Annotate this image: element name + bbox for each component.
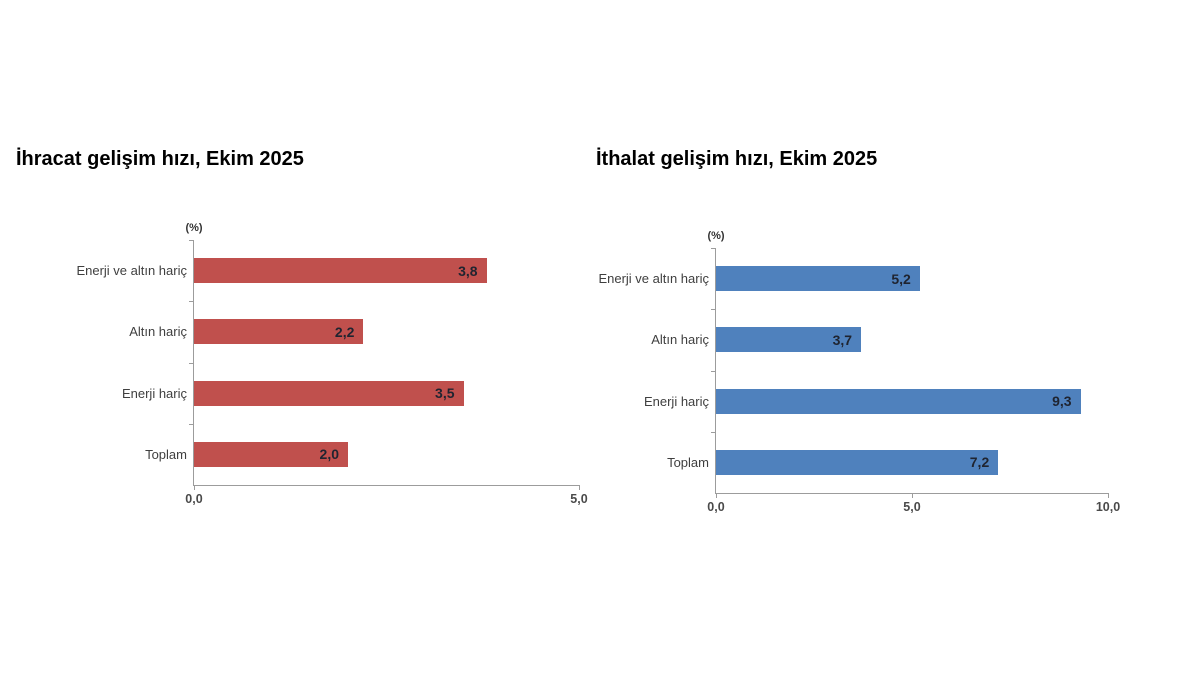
bar-row: Toplam 2,0: [145, 424, 579, 485]
bar-row: Enerji ve altın hariç 5,2: [598, 248, 1108, 309]
axis-tick-label: 10,0: [1095, 500, 1121, 514]
bar: 3,5: [194, 380, 464, 406]
bar-row: Enerji hariç 3,5: [122, 363, 579, 424]
category-label: Enerji hariç: [643, 393, 709, 409]
category-label: Enerji ve altın hariç: [76, 263, 187, 279]
chart-ithalat: İthalat gelişim hızı, Ekim 2025 (%) Ener…: [580, 0, 1200, 675]
unit-label: (%): [707, 230, 725, 242]
y-axis-tick: [189, 423, 194, 425]
y-axis-tick: [711, 248, 716, 249]
category-label: Altın hariç: [651, 332, 709, 348]
y-axis-tick: [189, 301, 194, 303]
bar-row: Enerji hariç 9,3: [644, 371, 1108, 432]
axis-tick-label: 5,0: [903, 500, 921, 514]
x-axis-tick: [716, 493, 717, 498]
value-label: 3,5: [435, 385, 455, 402]
bar: 9,3: [716, 388, 1081, 414]
value-label: 2,0: [319, 446, 339, 463]
y-axis-tick: [711, 431, 716, 433]
y-axis-tick: [711, 309, 716, 311]
bar: 3,8: [194, 258, 487, 284]
y-axis-tick: [711, 370, 716, 372]
chart-title: İhracat gelişim hızı, Ekim 2025: [16, 148, 304, 170]
chart-title: İthalat gelişim hızı, Ekim 2025: [596, 148, 878, 170]
bar-row: Enerji ve altın hariç 3,8: [76, 240, 579, 301]
value-label: 2,2: [334, 323, 355, 340]
unit-label: (%): [185, 222, 203, 234]
bar: 2,2: [194, 319, 364, 345]
axis-tick-label: 0,0: [185, 492, 203, 506]
bar-row: Altın hariç 2,2: [129, 301, 579, 362]
x-axis-tick: [194, 485, 195, 490]
bar-row: Altın hariç 3,7: [651, 309, 1108, 370]
bar: 3,7: [716, 327, 862, 353]
category-label: Enerji ve altın hariç: [598, 271, 709, 287]
category-label: Enerji hariç: [121, 385, 187, 401]
value-label: 3,8: [458, 262, 478, 279]
value-label: 7,2: [969, 454, 990, 471]
bar: 2,0: [194, 441, 348, 467]
y-axis-tick: [189, 362, 194, 364]
bar: 7,2: [716, 449, 999, 475]
category-label: Toplam: [667, 454, 709, 470]
plot-area: (%) Enerji ve altın hariç 3,8 Altın hariç 2…: [76, 222, 587, 506]
axis-tick-label: 5,0: [570, 492, 588, 506]
category-label: Toplam: [145, 446, 187, 462]
x-axis-tick: [912, 493, 913, 498]
chart-ihracat: İhracat gelişim hızı, Ekim 2025 (%) Ener…: [16, 148, 588, 506]
x-axis-tick: [1108, 493, 1109, 498]
plot-area: (%) Enerji ve altın hariç 5,2 Altın hariç 3…: [598, 230, 1120, 514]
axis-tick-label: 0,0: [707, 500, 725, 514]
y-axis-tick: [189, 240, 194, 241]
value-label: 5,2: [891, 270, 911, 287]
value-label: 9,3: [1052, 393, 1072, 410]
bar: 5,2: [716, 266, 920, 292]
x-axis-tick: [579, 485, 580, 490]
category-label: Altın hariç: [129, 324, 187, 340]
bar-row: Toplam 7,2: [667, 432, 1108, 493]
value-label: 3,7: [832, 331, 853, 348]
